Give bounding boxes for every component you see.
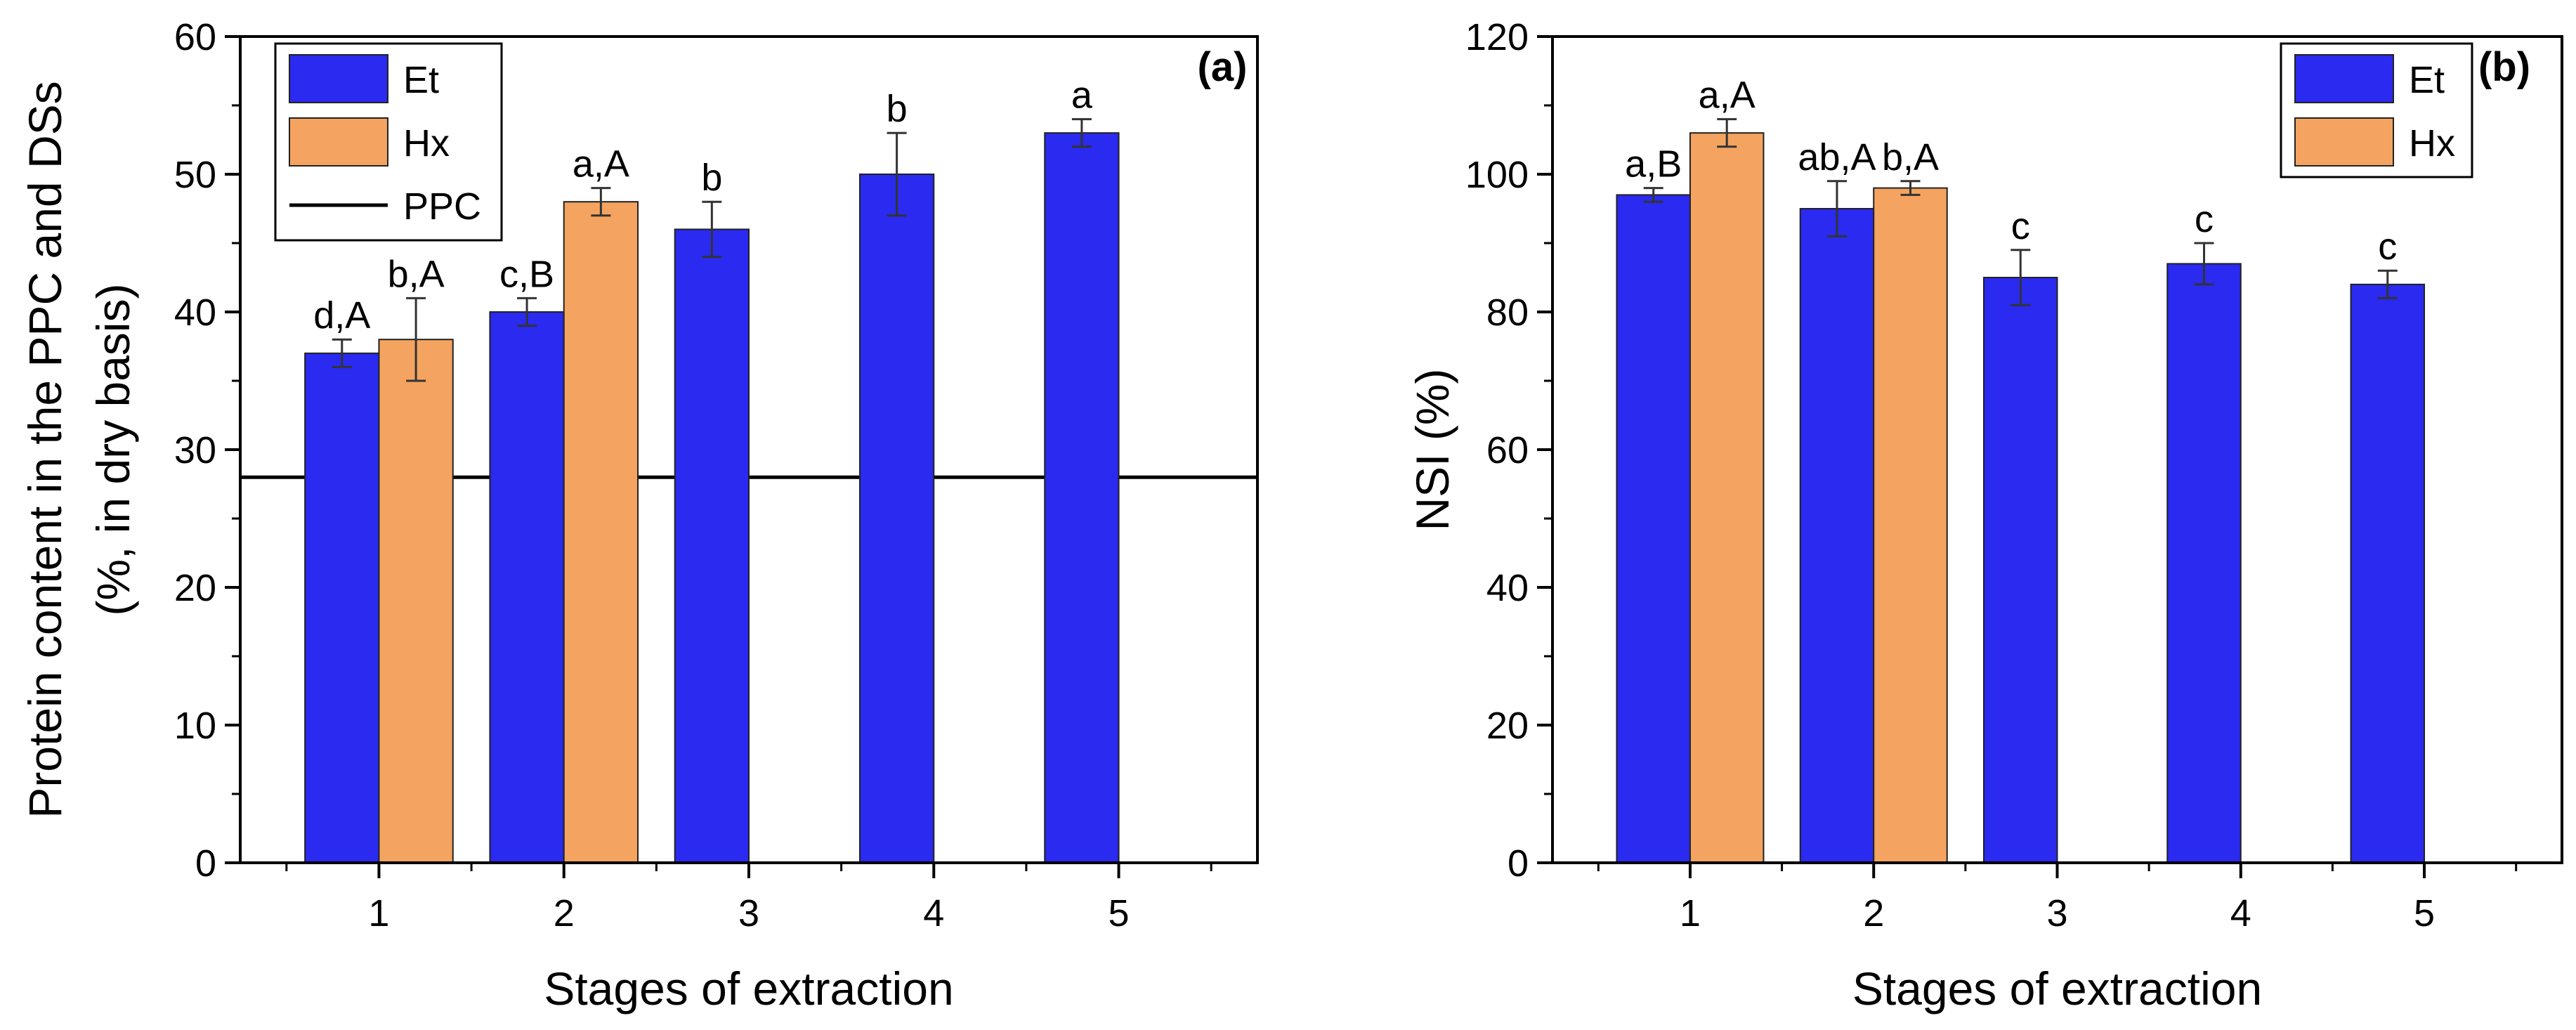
significance-label: a,A [573,143,629,185]
y-tick-label: 0 [1508,842,1529,885]
y-tick-label: 40 [174,292,216,334]
y-tick-label: 60 [174,16,216,58]
y-tick-label: 40 [1486,567,1529,609]
significance-label: b [701,157,722,199]
panel-label: (a) [1198,44,1248,90]
bar-et-stage-2 [1799,208,1875,863]
significance-label: c,B [499,253,554,295]
y-tick-label: 30 [174,429,216,471]
significance-label: c [2195,198,2214,240]
bar-et-stage-1 [1616,194,1691,863]
x-axis-title: Stages of extraction [544,963,953,1015]
x-tick-label: 2 [1863,892,1884,934]
y-tick-label: 80 [1486,292,1529,334]
legend-label: Hx [403,122,450,164]
bar-et-stage-5 [2350,283,2426,863]
x-tick-label: 4 [923,892,944,934]
significance-label: b,A [1882,136,1939,178]
bar-et-stage-1 [304,352,380,863]
y-tick-label: 120 [1465,16,1529,58]
legend-label: Hx [2409,122,2455,164]
x-tick-label: 2 [554,892,575,934]
significance-label: b,A [388,253,445,295]
y-tick-label: 20 [174,567,216,609]
legend-swatch-hx [289,117,388,167]
bar-hx-stage-2 [563,201,639,863]
significance-label: a,A [1699,74,1756,117]
y-tick-label: 0 [195,842,216,885]
panel-label: (b) [2478,44,2530,90]
significance-label: c [2378,226,2397,268]
x-tick-label: 4 [2230,892,2251,934]
y-tick-label: 50 [174,154,216,196]
bar-hx-stage-1 [1689,132,1765,864]
x-tick-label: 5 [1109,892,1130,934]
x-axis-title: Stages of extraction [1852,963,2262,1015]
legend-swatch-et [289,54,388,103]
significance-label: c [2011,205,2030,247]
legend-label: Et [2409,59,2445,101]
bar-hx-stage-2 [1873,187,1948,864]
y-tick-label: 10 [174,705,216,747]
x-tick-label: 1 [1680,892,1701,934]
y-axis-title: Protein content in the PPC and DSs [19,81,71,818]
x-tick-label: 3 [2046,892,2067,934]
y-tick-label: 100 [1465,154,1529,196]
bar-hx-stage-1 [378,339,454,863]
y-tick-label: 20 [1486,705,1529,747]
significance-label: ab,A [1798,136,1876,178]
y-tick-label: 60 [1486,429,1529,471]
legend-label: Et [403,59,439,101]
legend-swatch-hx [2294,117,2394,167]
bar-et-stage-3 [674,228,750,863]
bar-et-stage-3 [1982,277,2058,863]
legend-label: PPC [403,185,481,228]
bar-et-stage-2 [489,311,565,863]
y-axis-title: (%, in dry basis) [87,283,139,615]
panel-a-protein-content-chart: d,A c,B b b a b,A a,A 0 10 20 30 40 50 60 1 2 3 4 5 Stages … [19,16,1259,1015]
x-tick-label: 5 [2414,892,2435,934]
y-axis-title: NSI (%) [1406,369,1458,531]
x-tick-label: 3 [738,892,759,934]
bar-et-stage-4 [2166,263,2242,863]
x-tick-label: 1 [368,892,389,934]
significance-label: a,B [1625,143,1682,185]
bar-et-stage-5 [1044,132,1120,864]
significance-label: d,A [313,294,370,337]
significance-label: a [1071,74,1093,117]
panel-b-nsi-chart: a,B ab,A c c c a,A b,A 0 20 40 60 80 100 120 1 2 3 4 5 Stag… [1406,16,2563,1015]
bar-et-stage-4 [858,174,935,863]
legend-swatch-et [2294,54,2394,103]
significance-label: b [887,88,908,130]
